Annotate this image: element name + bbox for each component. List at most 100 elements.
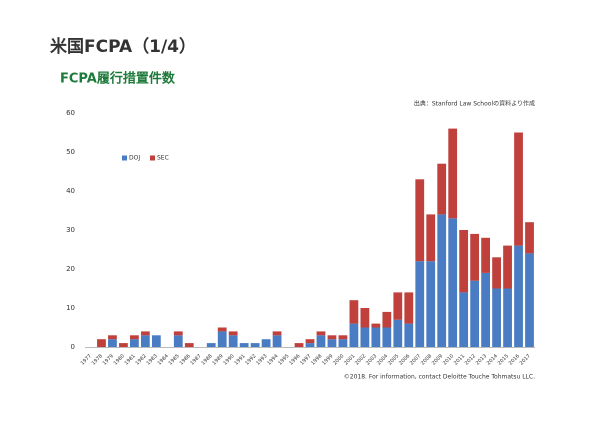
- bar-segment: [184, 343, 194, 347]
- x-tick-label: 2003: [365, 353, 378, 366]
- legend-swatch: [150, 155, 155, 161]
- bar-segment: [503, 245, 512, 289]
- bar-segment: [393, 292, 403, 320]
- bar-segment: [459, 292, 469, 347]
- bar-segment: [492, 288, 501, 347]
- bar-segment: [470, 233, 480, 281]
- bar-segment: [151, 335, 161, 347]
- bar-segment: [250, 343, 260, 347]
- x-tick-label: 2005: [387, 353, 400, 366]
- x-tick-label: 2014: [486, 353, 499, 366]
- y-tick-label: 20: [66, 265, 75, 273]
- bar-segment: [272, 331, 282, 336]
- bar-segment: [130, 339, 139, 347]
- x-tick-label: 2000: [332, 353, 345, 366]
- x-tick-label: 2012: [464, 353, 477, 366]
- bar-segment: [360, 308, 370, 328]
- x-tick-label: 2001: [343, 353, 356, 366]
- bar-segment: [415, 261, 425, 347]
- bar-segment: [371, 323, 381, 328]
- x-tick-label: 2015: [497, 353, 510, 366]
- bar-segment: [404, 292, 414, 324]
- x-tick-label: 1991: [233, 353, 246, 366]
- source: 出典：Stanford Law Schoolの資料より作成: [414, 100, 535, 108]
- bar-segment: [382, 327, 392, 347]
- legend-label: SEC: [157, 155, 169, 162]
- x-tick-label: 1992: [244, 353, 257, 366]
- bar-segment: [316, 335, 326, 347]
- bar-segment: [448, 218, 458, 347]
- bar-segment: [239, 343, 249, 347]
- bar-segment: [97, 339, 106, 347]
- bar-segment: [272, 335, 282, 347]
- slide-title: 米国FCPA（1/4）: [50, 36, 196, 57]
- y-tick-label: 50: [66, 148, 75, 156]
- bar-segment: [382, 311, 392, 328]
- x-tick-label: 1990: [222, 353, 235, 366]
- x-tick-label: 1995: [277, 353, 290, 366]
- x-tick-label: 1987: [189, 353, 202, 366]
- y-tick-label: 60: [66, 109, 75, 117]
- bar-segment: [437, 214, 447, 347]
- x-tick-label: 1998: [310, 353, 323, 366]
- x-tick-label: 1989: [211, 353, 224, 366]
- bar-segment: [261, 339, 271, 347]
- bar-segment: [349, 323, 359, 347]
- x-tick-label: 1988: [200, 353, 213, 366]
- bar-segment: [371, 327, 381, 347]
- bar-segment: [492, 257, 501, 289]
- bar-segment: [393, 319, 403, 347]
- bar-segment: [525, 253, 534, 347]
- bar-segment: [206, 343, 216, 347]
- bar-segment: [316, 331, 326, 336]
- x-tick-label: 1981: [124, 353, 137, 366]
- x-tick-label: 2010: [442, 353, 455, 366]
- bar-segment: [338, 339, 348, 347]
- bar-segment: [305, 343, 315, 347]
- y-tick-label: 40: [66, 187, 75, 195]
- bar-segment: [173, 335, 183, 347]
- chart-subtitle: FCPA履行措置件数: [60, 71, 176, 87]
- legend-swatch: [122, 155, 127, 161]
- bar-segment: [108, 335, 117, 340]
- x-tick-label: 1985: [168, 353, 181, 366]
- bar-segment: [470, 280, 480, 347]
- x-tick-label: 1986: [178, 353, 191, 366]
- y-tick-label: 10: [66, 304, 75, 312]
- bar-segment: [140, 335, 150, 347]
- bar-segment: [481, 237, 490, 273]
- x-tick-label: 2008: [420, 353, 433, 366]
- bar-segment: [305, 339, 315, 344]
- bar-segment: [349, 300, 359, 324]
- bar-segment: [415, 179, 425, 262]
- bar-segment: [119, 343, 128, 347]
- bar-segment: [459, 230, 469, 293]
- bar-segment: [228, 331, 238, 336]
- x-tick-label: 1977: [80, 353, 93, 366]
- x-tick-label: 1997: [299, 353, 312, 366]
- x-tick-label: 2011: [453, 353, 466, 366]
- bar-segment: [514, 245, 523, 347]
- bar-segment: [327, 335, 337, 340]
- bar-segment: [426, 214, 436, 262]
- x-tick-label: 1993: [255, 353, 268, 366]
- x-tick-label: 2009: [431, 353, 444, 366]
- x-tick-label: 1980: [113, 353, 126, 366]
- bar-segment: [404, 323, 414, 347]
- bar-segment: [130, 335, 139, 340]
- x-tick-label: 2016: [508, 353, 521, 366]
- x-tick-label: 1978: [91, 353, 104, 366]
- x-tick-label: 2002: [354, 353, 367, 366]
- bar-segment: [448, 128, 458, 219]
- bar-segment: [217, 327, 227, 332]
- bar-segment: [426, 261, 436, 347]
- footer: ©2018. For information, contact Deloitte…: [344, 374, 535, 381]
- y-tick-label: 0: [71, 343, 75, 351]
- x-tick-label: 2013: [475, 353, 488, 366]
- x-tick-label: 1983: [146, 353, 159, 366]
- x-tick-label: 2004: [376, 353, 389, 366]
- bar-segment: [173, 331, 183, 336]
- bar-segment: [140, 331, 150, 336]
- x-tick-label: 2006: [398, 353, 411, 366]
